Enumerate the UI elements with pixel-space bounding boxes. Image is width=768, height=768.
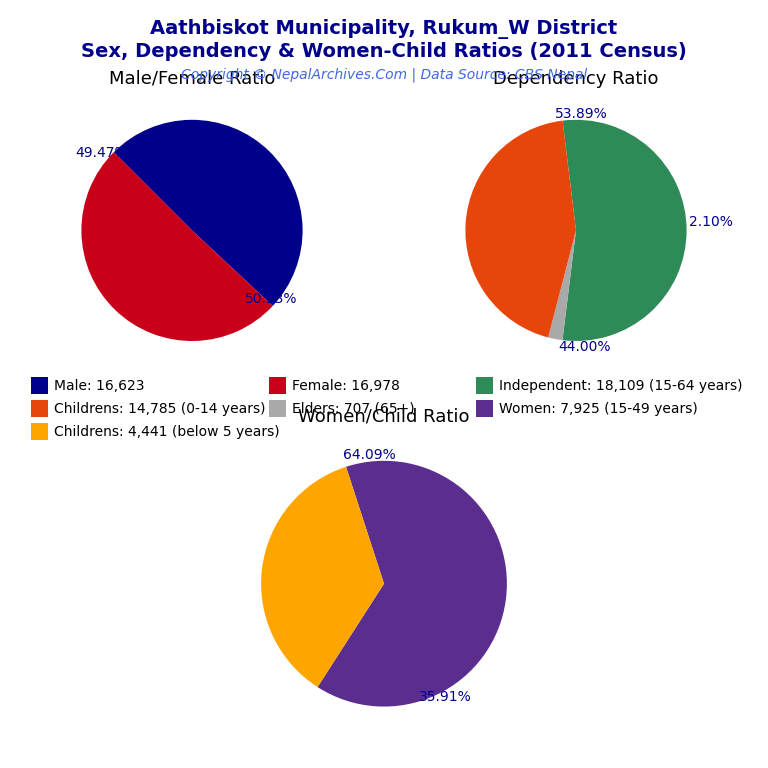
Text: Copyright © NepalArchives.Com | Data Source: CBS Nepal: Copyright © NepalArchives.Com | Data Sou… — [181, 68, 587, 82]
Title: Women/Child Ratio: Women/Child Ratio — [298, 408, 470, 425]
Text: 50.53%: 50.53% — [246, 292, 298, 306]
Text: Aathbiskot Municipality, Rukum_W District: Aathbiskot Municipality, Rukum_W Distric… — [151, 19, 617, 39]
Text: Female: 16,978: Female: 16,978 — [292, 379, 399, 392]
Text: 53.89%: 53.89% — [555, 108, 608, 121]
Wedge shape — [562, 120, 687, 341]
Text: Sex, Dependency & Women-Child Ratios (2011 Census): Sex, Dependency & Women-Child Ratios (20… — [81, 42, 687, 61]
Wedge shape — [261, 467, 384, 687]
Text: Childrens: 14,785 (0-14 years): Childrens: 14,785 (0-14 years) — [54, 402, 265, 415]
Wedge shape — [318, 461, 507, 707]
Title: Dependency Ratio: Dependency Ratio — [493, 70, 659, 88]
Text: 2.10%: 2.10% — [689, 214, 733, 229]
Text: Women: 7,925 (15-49 years): Women: 7,925 (15-49 years) — [499, 402, 698, 415]
Wedge shape — [548, 230, 576, 340]
Text: 49.47%: 49.47% — [75, 146, 127, 160]
Text: Childrens: 4,441 (below 5 years): Childrens: 4,441 (below 5 years) — [54, 425, 280, 439]
Text: Elders: 707 (65+): Elders: 707 (65+) — [292, 402, 415, 415]
Text: Male: 16,623: Male: 16,623 — [54, 379, 144, 392]
Title: Male/Female Ratio: Male/Female Ratio — [109, 70, 275, 88]
Wedge shape — [114, 120, 303, 306]
Text: 64.09%: 64.09% — [343, 448, 396, 462]
Wedge shape — [81, 152, 273, 341]
Text: 35.91%: 35.91% — [419, 690, 472, 703]
Wedge shape — [465, 121, 576, 337]
Text: Independent: 18,109 (15-64 years): Independent: 18,109 (15-64 years) — [499, 379, 743, 392]
Text: 44.00%: 44.00% — [558, 339, 611, 353]
